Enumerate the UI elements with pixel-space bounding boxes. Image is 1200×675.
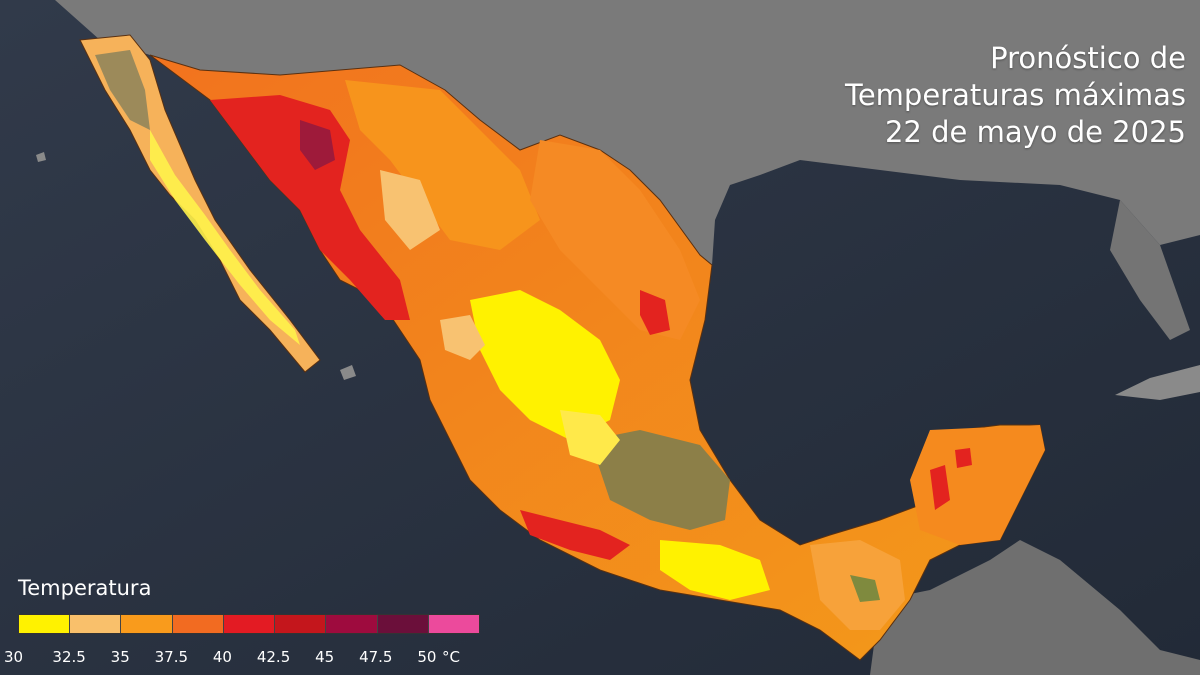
northeast-zone bbox=[530, 140, 700, 340]
chiapas-green bbox=[850, 575, 880, 602]
legend-tick-label: 45 bbox=[315, 648, 335, 666]
legend-tick-label: 35 bbox=[110, 648, 130, 666]
northwest-extreme-spot bbox=[300, 120, 335, 170]
legend-swatch bbox=[326, 615, 378, 633]
legend-swatch bbox=[275, 615, 327, 633]
legend-swatch bbox=[428, 615, 479, 633]
legend-swatch bbox=[172, 615, 224, 633]
title-line-3: 22 de mayo de 2025 bbox=[884, 115, 1186, 149]
map-title: Pronóstico de Temperaturas máximas 22 de… bbox=[726, 40, 1186, 151]
yucatan-region bbox=[910, 425, 1045, 545]
legend-tick-label: 47.5 bbox=[359, 648, 393, 666]
central-america-land bbox=[870, 540, 1200, 675]
temperature-legend: Temperatura 30 32.5 35 37.5 40 42.5 45 47.5 50 °C bbox=[0, 570, 500, 670]
north-lighter-zone bbox=[380, 170, 440, 250]
southwest-hot-zone bbox=[520, 510, 630, 560]
baja-yellow-band bbox=[150, 130, 300, 345]
legend-swatch bbox=[377, 615, 429, 633]
legend-tick-label: 32.5 bbox=[52, 648, 86, 666]
baja-dry-area bbox=[95, 50, 150, 130]
legend-unit-label: °C bbox=[442, 648, 460, 666]
northwest-hot-zone bbox=[210, 95, 410, 320]
islas-marias bbox=[340, 365, 356, 380]
legend-tick-label: 30 bbox=[4, 648, 24, 666]
socorro-island bbox=[36, 152, 46, 162]
oaxaca-yellow bbox=[660, 540, 770, 600]
legend-tick-label: 40 bbox=[212, 648, 232, 666]
legend-swatch bbox=[223, 615, 276, 633]
legend-swatch bbox=[19, 615, 71, 633]
central-highlands bbox=[590, 430, 730, 530]
yucatan-hot-spot-2 bbox=[955, 448, 972, 468]
central-highlands-yellow bbox=[560, 410, 620, 465]
central-plateau-yellow bbox=[470, 290, 620, 440]
legend-tick-label: 50 bbox=[417, 648, 437, 666]
legend-tick-label: 42.5 bbox=[256, 648, 291, 666]
legend-color-bar bbox=[18, 614, 480, 634]
yucatan-hot-spot-1 bbox=[930, 465, 950, 510]
legend-ticks: 30 32.5 35 37.5 40 42.5 45 47.5 50 °C bbox=[0, 648, 500, 670]
title-line-1: Pronóstico de bbox=[990, 41, 1186, 75]
legend-swatch bbox=[121, 615, 173, 633]
north-central-zone bbox=[345, 80, 540, 250]
northeast-hot-spot bbox=[640, 290, 670, 335]
legend-swatch bbox=[70, 615, 122, 633]
legend-title: Temperatura bbox=[18, 576, 152, 600]
title-line-2: Temperaturas máximas bbox=[845, 78, 1186, 112]
central-plateau-tan bbox=[440, 315, 485, 360]
legend-tick-label: 37.5 bbox=[154, 648, 189, 666]
florida-land bbox=[1110, 200, 1190, 340]
cuba-land bbox=[1115, 365, 1200, 400]
usa-land bbox=[55, 0, 1200, 265]
